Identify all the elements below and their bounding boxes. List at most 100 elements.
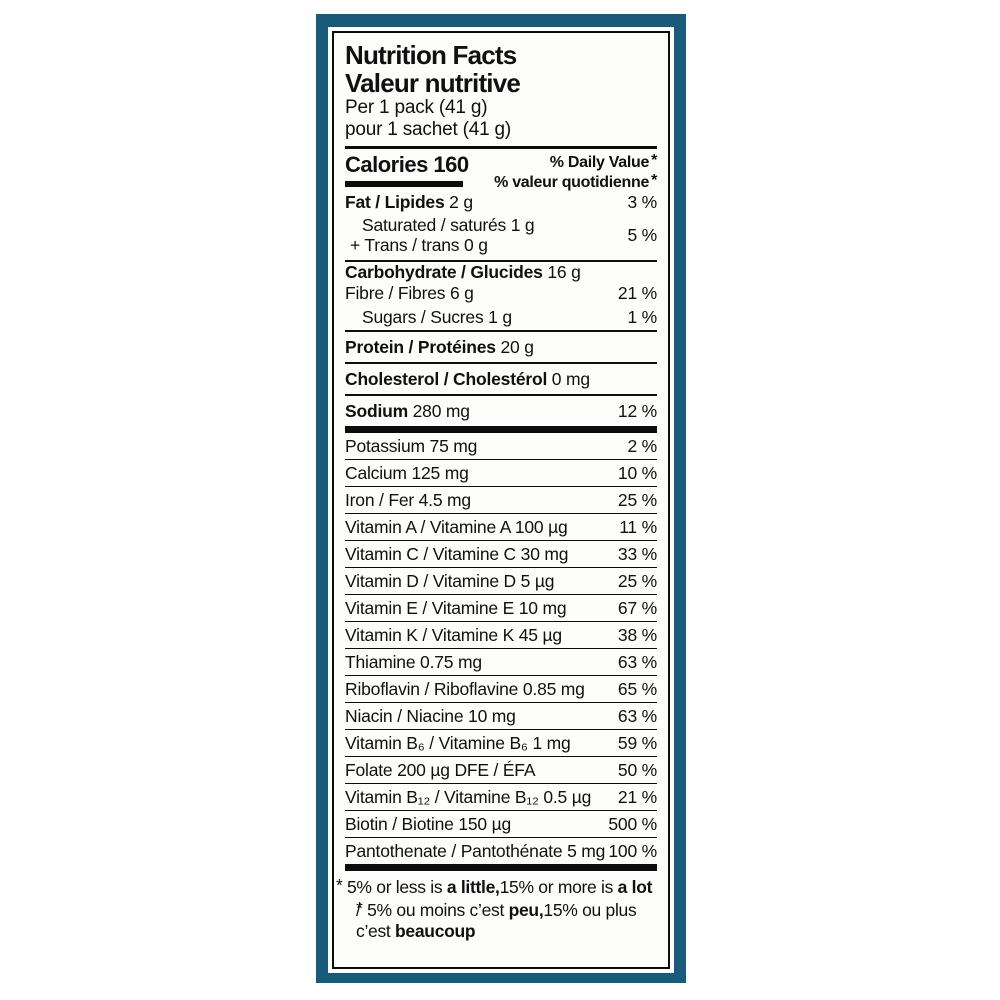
saturated-trans-labels: Saturated / saturés 1 g + Trans / trans … bbox=[345, 215, 535, 255]
micronutrient-row: Riboflavin / Riboflavine 0.85 mg 65 % bbox=[345, 675, 657, 702]
carbohydrate-label: Carbohydrate / Glucides 16 g bbox=[345, 262, 581, 282]
protein-label: Protein / Protéines 20 g bbox=[345, 337, 534, 357]
cholesterol-label: Cholesterol / Cholestérol 0 mg bbox=[345, 369, 590, 389]
fibre-row: Fibre / Fibres 6 g 21 % bbox=[345, 283, 657, 304]
footnote-text: 5% ou moins c’est bbox=[367, 900, 509, 920]
footnote-text: 5% or less is bbox=[347, 877, 447, 897]
daily-value-header-en-text: % Daily Value bbox=[549, 154, 650, 171]
nutrient-name: Vitamin C / Vitamine C 30 mg bbox=[345, 543, 569, 564]
micronutrient-row: Iron / Fer 4.5 mg 25 % bbox=[345, 486, 657, 513]
nutrient-name: Vitamin A / Vitamine A 100 µg bbox=[345, 516, 568, 537]
protein-amount: 20 g bbox=[495, 337, 534, 357]
footnote-text: / bbox=[356, 900, 366, 920]
footnote-text: 15% ou plus c’est bbox=[356, 900, 637, 941]
divider-thick bbox=[345, 426, 657, 433]
saturated-trans-row: Saturated / saturés 1 g + Trans / trans … bbox=[345, 213, 657, 260]
micronutrient-row: Biotin / Biotine 150 µg 500 % bbox=[345, 810, 657, 837]
divider-thin bbox=[345, 394, 657, 396]
daily-value-header-fr-text: % valeur quotidienne bbox=[494, 174, 650, 191]
nutrient-daily-value: 65 % bbox=[617, 678, 657, 699]
title-english: Nutrition Facts bbox=[345, 40, 517, 70]
footnote-text: 15% or more is bbox=[499, 877, 618, 897]
divider-medium bbox=[345, 146, 657, 149]
daily-value-header-french: % valeur quotidienne * bbox=[494, 172, 657, 192]
nutrient-name: Riboflavin / Riboflavine 0.85 mg bbox=[345, 678, 585, 699]
divider-thick bbox=[345, 864, 657, 871]
nutrient-name: Thiamine 0.75 mg bbox=[345, 651, 482, 672]
daily-value-header-english: % Daily Value * bbox=[494, 152, 658, 172]
saturated-fat-label: Saturated / saturés 1 g bbox=[362, 215, 535, 235]
fat-amount: 2 g bbox=[444, 192, 473, 212]
sodium-label: Sodium 280 mg bbox=[345, 401, 470, 421]
carbohydrate-row: Carbohydrate / Glucides 16 g bbox=[345, 262, 657, 283]
nutrient-name: Vitamin D / Vitamine D 5 µg bbox=[345, 570, 555, 591]
nutrient-daily-value: 11 % bbox=[619, 516, 657, 537]
protein-name: Protein / Protéines bbox=[345, 337, 496, 357]
sugars-row: Sugars / Sucres 1 g 1 % bbox=[345, 304, 657, 330]
nutrient-daily-value: 63 % bbox=[617, 705, 657, 726]
nutrient-name: Iron / Fer 4.5 mg bbox=[345, 489, 471, 510]
fat-name: Fat / Lipides bbox=[345, 192, 445, 212]
footnote-bold-a-lot: a lot bbox=[617, 877, 653, 897]
calories-underline-bar bbox=[345, 181, 463, 187]
cholesterol-name: Cholesterol / Cholestérol bbox=[345, 369, 548, 389]
serving-size-french: pour 1 sachet (41 g) bbox=[345, 119, 512, 140]
nutrient-name: Folate 200 µg DFE / ÉFA bbox=[345, 759, 536, 780]
nutrition-facts-panel: Nutrition Facts Valeur nutritive Per 1 p… bbox=[332, 31, 670, 969]
nutrient-name: Niacin / Niacine 10 mg bbox=[345, 705, 516, 726]
carbohydrate-amount: 16 g bbox=[542, 262, 581, 282]
carbohydrate-name: Carbohydrate / Glucides bbox=[345, 262, 543, 282]
divider-thin bbox=[345, 362, 657, 364]
footnote-asterisk: * bbox=[651, 172, 657, 189]
micronutrient-row: Thiamine 0.75 mg 63 % bbox=[345, 648, 657, 675]
nutrient-name: Pantothenate / Pantothénate 5 mg bbox=[345, 840, 606, 861]
footnote-asterisk: * bbox=[651, 152, 657, 169]
sodium-daily-value: 12 % bbox=[617, 401, 657, 421]
micronutrient-row: Vitamin A / Vitamine A 100 µg 11 % bbox=[345, 513, 657, 540]
micronutrient-row: Potassium 75 mg 2 % bbox=[345, 433, 657, 459]
title-french: Valeur nutritive bbox=[345, 68, 521, 98]
micronutrient-row: Niacin / Niacine 10 mg 63 % bbox=[345, 702, 657, 729]
fibre-label: Fibre / Fibres 6 g bbox=[345, 283, 474, 303]
micronutrient-row: Calcium 125 mg 10 % bbox=[345, 459, 657, 486]
sodium-amount: 280 mg bbox=[407, 401, 470, 421]
fat-label: Fat / Lipides 2 g bbox=[345, 192, 473, 212]
sodium-name: Sodium bbox=[345, 401, 408, 421]
nutrient-daily-value: 59 % bbox=[617, 732, 657, 753]
nutrient-name: Vitamin K / Vitamine K 45 µg bbox=[345, 624, 562, 645]
daily-value-header: % Daily Value * % valeur quotidienne * bbox=[494, 152, 657, 192]
label-frame: Nutrition Facts Valeur nutritive Per 1 p… bbox=[316, 14, 686, 983]
sugars-daily-value: 1 % bbox=[627, 307, 657, 327]
fat-row: Fat / Lipides 2 g 3 % bbox=[345, 192, 657, 213]
footnote-bold-beaucoup: beaucoup bbox=[395, 921, 476, 941]
micronutrient-row: Vitamin K / Vitamine K 45 µg 38 % bbox=[345, 621, 657, 648]
serving-size-english: Per 1 pack (41 g) bbox=[345, 97, 488, 118]
calories-value: Calories 160 bbox=[345, 152, 469, 177]
sodium-row: Sodium 280 mg 12 % bbox=[345, 396, 657, 426]
micronutrient-row: Vitamin D / Vitamine D 5 µg 25 % bbox=[345, 567, 657, 594]
micronutrient-row: Vitamin E / Vitamine E 10 mg 67 % bbox=[345, 594, 657, 621]
micronutrient-row: Vitamin B₆ / Vitamine B₆ 1 mg 59 % bbox=[345, 729, 657, 756]
calories-block: Calories 160 bbox=[345, 152, 469, 187]
nutrient-daily-value: 33 % bbox=[617, 543, 657, 564]
protein-row: Protein / Protéines 20 g bbox=[345, 332, 657, 362]
trans-fat-label: + Trans / trans 0 g bbox=[350, 235, 488, 255]
nutrient-daily-value: 50 % bbox=[617, 759, 657, 780]
micronutrients-table: Potassium 75 mg 2 % Calcium 125 mg 10 % … bbox=[345, 433, 657, 864]
sugars-label: Sugars / Sucres 1 g bbox=[362, 307, 512, 327]
divider-thin bbox=[345, 260, 657, 262]
footnote-bold-peu: peu, bbox=[508, 900, 544, 920]
nutrient-daily-value: 67 % bbox=[617, 597, 657, 618]
nutrient-name: Vitamin E / Vitamine E 10 mg bbox=[345, 597, 567, 618]
nutrient-daily-value: 10 % bbox=[617, 462, 657, 483]
fibre-daily-value: 21 % bbox=[617, 283, 657, 303]
nutrient-name: Biotin / Biotine 150 µg bbox=[345, 813, 512, 834]
nutrient-daily-value: 63 % bbox=[617, 651, 657, 672]
saturated-trans-daily-value: 5 % bbox=[627, 225, 657, 245]
nutrient-daily-value: 38 % bbox=[617, 624, 657, 645]
nutrient-name: Potassium 75 mg bbox=[345, 435, 478, 456]
micronutrient-row: Vitamin C / Vitamine C 30 mg 33 % bbox=[345, 540, 657, 567]
fat-daily-value: 3 % bbox=[627, 192, 657, 212]
footnote-asterisk: * bbox=[356, 898, 363, 918]
